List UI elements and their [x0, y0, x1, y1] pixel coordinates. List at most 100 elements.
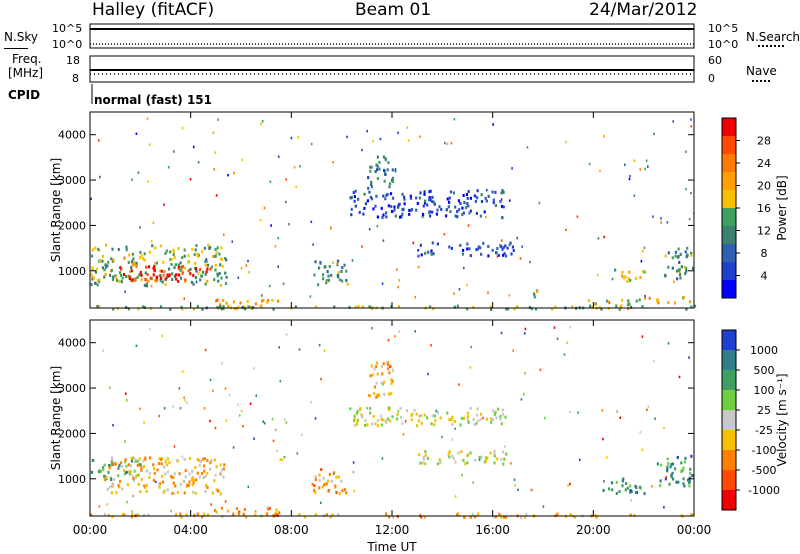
power-cell [119, 266, 122, 270]
power-cell [414, 295, 417, 299]
velocity-cell [531, 488, 533, 492]
power-cell [159, 274, 162, 277]
velocity-cell [209, 378, 212, 382]
velocity-cell [310, 401, 312, 404]
velocity-cell [491, 418, 495, 422]
power-cell [282, 282, 285, 285]
power-cell [361, 305, 364, 309]
velocity-cell [641, 448, 644, 451]
velocity-cell [314, 512, 317, 516]
power-cell [363, 192, 366, 196]
velocity-cell [688, 476, 691, 480]
power-cell [529, 260, 531, 264]
power-cell [124, 275, 128, 279]
power-cell [130, 269, 133, 273]
power-cell [176, 273, 179, 276]
power-cell [370, 180, 373, 184]
velocity-cell [222, 467, 226, 471]
velocity-cell [359, 407, 362, 410]
power-cell [645, 159, 648, 162]
power-cell [438, 205, 441, 209]
velocity-cell [184, 475, 187, 479]
power-cell [652, 215, 654, 218]
velocity-cell [119, 461, 123, 465]
velocity-cell [298, 513, 301, 516]
power-cell [551, 307, 554, 311]
power-cell [217, 279, 220, 283]
power-cell [376, 215, 379, 219]
velocity-cell [183, 396, 185, 399]
power-cell [479, 214, 482, 218]
velocity-y-tick-label: 4000 [58, 337, 86, 350]
power-cell [691, 266, 695, 270]
velocity-cell [320, 468, 323, 471]
power-cell [429, 189, 432, 193]
velocity-cell [439, 460, 442, 464]
velocity-cell [383, 380, 386, 384]
velocity-cell [166, 488, 169, 492]
power-cell [639, 168, 641, 171]
velocity-cell [196, 471, 199, 475]
velocity-cell [204, 348, 207, 352]
power-cell [391, 176, 394, 180]
velocity-cell [356, 409, 359, 413]
power-cell [181, 307, 184, 311]
power-cell [190, 280, 194, 284]
nave-tick-bottom: 0 [708, 72, 715, 85]
power-cell [201, 250, 204, 254]
power-cell [368, 190, 371, 194]
velocity-cell [423, 515, 426, 519]
velocity-cell [90, 470, 94, 474]
power-cell [627, 276, 630, 280]
power-cell [240, 266, 243, 270]
power-cell [222, 299, 225, 302]
power-cell [181, 269, 184, 273]
velocity-colorbar-swatch [722, 450, 736, 471]
velocity-cell [500, 422, 503, 426]
power-cell [201, 270, 205, 274]
power-cell [433, 202, 436, 206]
velocity-cell [371, 373, 374, 377]
nsky-underline [4, 48, 28, 49]
power-cell [169, 307, 172, 311]
velocity-cell [341, 489, 344, 493]
power-cell [214, 254, 217, 258]
power-cell [431, 195, 434, 199]
velocity-cell [203, 512, 206, 516]
velocity-cell [376, 424, 380, 428]
power-cell [114, 274, 117, 278]
velocity-cell [372, 414, 375, 418]
velocity-cell [203, 469, 206, 473]
power-colorbar-tick-label: 4 [761, 270, 768, 283]
power-cell [382, 239, 385, 242]
velocity-cell [183, 491, 186, 495]
velocity-cell [142, 465, 146, 468]
power-cell [467, 204, 470, 208]
power-cell [133, 261, 136, 265]
velocity-cell [223, 463, 226, 467]
power-cell [618, 307, 621, 311]
power-cell [259, 219, 262, 222]
power-cell [187, 260, 190, 264]
power-cell [513, 307, 516, 311]
velocity-cell [235, 507, 238, 511]
power-cell [216, 305, 219, 309]
velocity-cell [484, 456, 488, 460]
power-cell [131, 262, 134, 266]
velocity-cell [202, 457, 205, 461]
velocity-cell [574, 515, 577, 519]
power-cell [171, 272, 174, 276]
power-cell [565, 228, 567, 232]
velocity-cell [104, 478, 107, 482]
power-cell [448, 200, 451, 204]
velocity-cell [179, 512, 182, 516]
velocity-cell [144, 456, 147, 460]
power-cell [224, 282, 228, 285]
velocity-cell [500, 515, 503, 519]
velocity-cell [220, 468, 224, 472]
power-cell [667, 265, 670, 269]
nsearch-tick-top: 10^5 [708, 22, 739, 35]
power-cell [519, 257, 522, 260]
velocity-cell [202, 464, 205, 468]
power-cell [674, 250, 677, 254]
